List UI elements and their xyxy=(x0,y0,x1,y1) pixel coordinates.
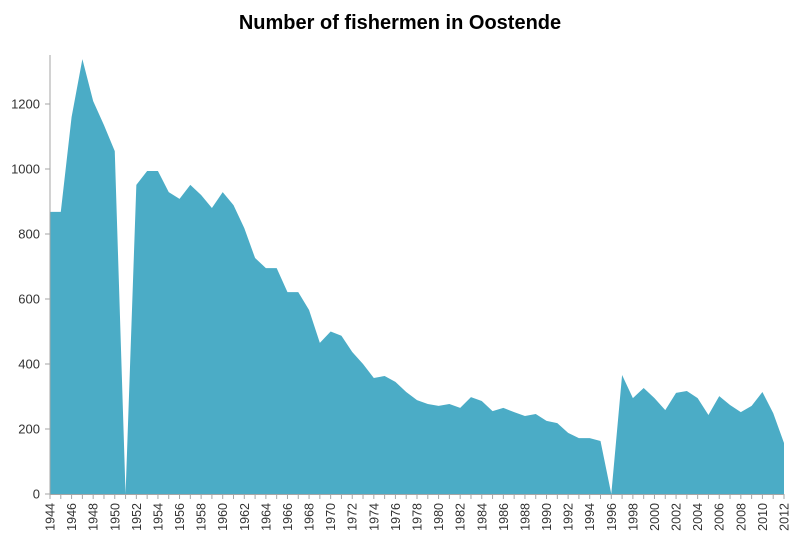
x-tick-label: 1964 xyxy=(259,503,273,531)
x-tick-label: 1968 xyxy=(303,503,317,531)
x-tick-label: 1970 xyxy=(324,503,338,531)
x-tick-label: 1966 xyxy=(281,503,295,531)
x-tick-label: 1948 xyxy=(87,503,101,531)
x-tick-label: 1960 xyxy=(216,503,230,531)
x-tick-label: 1982 xyxy=(454,503,468,531)
x-tick-label: 2004 xyxy=(691,503,705,531)
x-tick-label: 1992 xyxy=(562,503,576,531)
y-tick-label: 400 xyxy=(18,357,40,372)
x-tick-label: 1974 xyxy=(367,503,381,531)
y-tick-label: 1000 xyxy=(11,162,40,177)
y-tick-label: 600 xyxy=(18,292,40,307)
x-axis: 1944 1946 1948 1950 1952 1954 1956 1958 1960 1962… xyxy=(44,494,792,531)
area-series-fishermen xyxy=(50,59,784,495)
x-tick-label: 1952 xyxy=(130,503,144,531)
chart-title: Number of fishermen in Oostende xyxy=(238,12,562,34)
x-tick-label: 1962 xyxy=(238,503,252,531)
x-tick-label: 1950 xyxy=(108,503,122,531)
x-tick-label: 1958 xyxy=(195,503,209,531)
x-tick-label: 1978 xyxy=(411,503,425,531)
x-tick-label: 1956 xyxy=(173,503,187,531)
x-tick-label: 2012 xyxy=(778,503,792,531)
x-tick-label: 2008 xyxy=(734,503,748,531)
x-tick-label: 2000 xyxy=(648,503,662,531)
x-tick-label: 1946 xyxy=(65,503,79,531)
x-tick-label: 2002 xyxy=(670,503,684,531)
x-tick-label: 2010 xyxy=(756,503,770,531)
y-tick-label: 800 xyxy=(18,227,40,242)
x-tick-label: 1972 xyxy=(346,503,360,531)
x-tick-label: 1994 xyxy=(583,503,597,531)
x-tick-label: 1954 xyxy=(151,503,165,531)
y-tick-label: 1200 xyxy=(11,97,40,112)
x-tick-label: 1980 xyxy=(432,503,446,531)
x-tick-label: 1990 xyxy=(540,503,554,531)
x-tick-label: 1976 xyxy=(389,503,403,531)
y-axis: 0 200 400 600 800 1000 1200 xyxy=(11,97,50,502)
x-tick-label: 1996 xyxy=(605,503,619,531)
x-tick-label: 1984 xyxy=(475,503,489,531)
x-tick-label: 2006 xyxy=(713,503,727,531)
y-tick-label: 0 xyxy=(33,487,40,502)
x-tick-label: 1944 xyxy=(44,503,58,531)
x-tick-label: 1986 xyxy=(497,503,511,531)
y-tick-label: 200 xyxy=(18,422,40,437)
x-tick-label: 1988 xyxy=(518,503,532,531)
x-tick-label: 1998 xyxy=(626,503,640,531)
